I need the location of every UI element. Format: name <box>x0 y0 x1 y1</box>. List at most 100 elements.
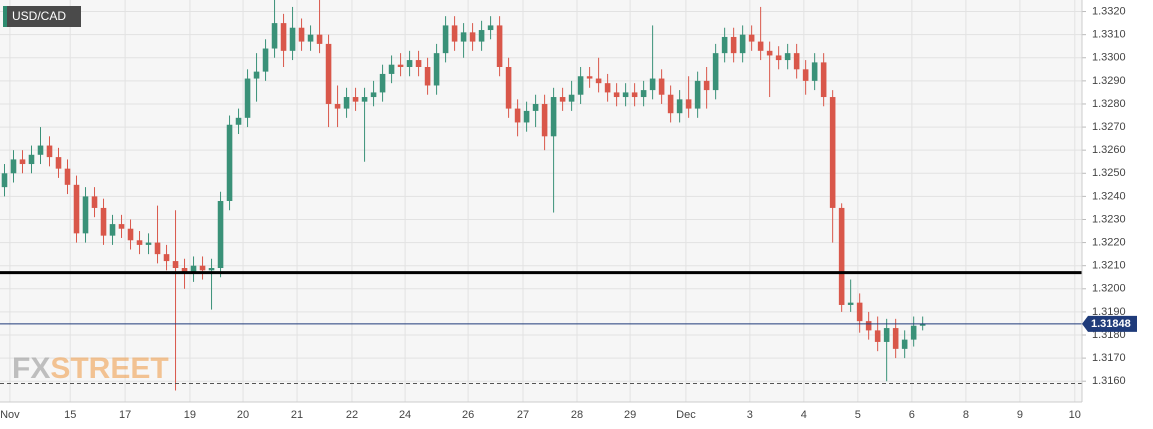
x-tick-label: 28 <box>571 409 583 421</box>
y-tick-label: 1.3210 <box>1092 260 1126 272</box>
y-tick-label: 1.3230 <box>1092 213 1126 225</box>
candle-body <box>181 268 188 273</box>
candle-body <box>325 43 332 104</box>
x-tick-label: Dec <box>676 409 696 421</box>
candle-body <box>343 97 350 109</box>
candle-body <box>442 25 449 54</box>
candle-body <box>847 302 854 305</box>
candle-body <box>784 53 791 61</box>
candle-body <box>118 224 125 229</box>
candle-body <box>460 32 467 42</box>
candle-body <box>379 73 386 93</box>
candle-body <box>352 97 359 102</box>
candle-body <box>64 168 71 185</box>
y-tick-label: 1.3240 <box>1092 190 1126 202</box>
candle-body <box>1 173 8 188</box>
candle-body <box>334 103 341 109</box>
candle-body <box>694 80 701 109</box>
candle-body <box>73 184 80 234</box>
candle-body <box>514 108 521 123</box>
candle-body <box>667 94 674 114</box>
title-accent <box>3 6 7 27</box>
candle-body <box>631 92 638 98</box>
candle-body <box>595 78 602 84</box>
x-tick-label: Nov <box>0 409 20 421</box>
candle-body <box>622 92 629 98</box>
candle-body <box>730 36 737 54</box>
watermark-fx: FX <box>12 352 50 385</box>
x-tick-label: 24 <box>399 409 411 421</box>
y-tick-label: 1.3320 <box>1092 5 1126 17</box>
candle-body <box>253 71 260 79</box>
candle-body <box>820 62 827 98</box>
candle-body <box>271 23 278 49</box>
candle-body <box>865 321 872 331</box>
candle-body <box>577 76 584 95</box>
candle-body <box>154 242 161 255</box>
candle-body <box>82 196 89 234</box>
candle-body <box>658 78 665 95</box>
candle-body <box>100 207 107 236</box>
y-tick-label: 1.3280 <box>1092 98 1126 110</box>
candle-body <box>802 69 809 81</box>
candle-body <box>766 50 773 56</box>
x-tick-label: 20 <box>237 409 249 421</box>
candle-body <box>883 328 890 342</box>
candle-body <box>37 145 44 155</box>
candle-body <box>649 78 656 91</box>
candle-body <box>235 117 242 125</box>
candle-body <box>721 36 728 54</box>
plot-background <box>0 0 1082 402</box>
x-tick-label: 19 <box>184 409 196 421</box>
candle-body <box>811 62 818 81</box>
candle-body <box>613 92 620 98</box>
candle-body <box>172 261 179 268</box>
candle-body <box>856 302 863 322</box>
candle-body <box>685 99 692 109</box>
y-tick-label: 1.3160 <box>1092 375 1126 387</box>
candle-body <box>10 159 17 174</box>
candle-body <box>478 30 485 42</box>
x-tick-label: 29 <box>624 409 636 421</box>
candle-body <box>919 323 926 326</box>
candle-body <box>199 265 206 271</box>
candle-body <box>451 25 458 42</box>
candle-body <box>433 53 440 86</box>
candle-body <box>55 157 62 169</box>
candle-body <box>289 27 296 51</box>
title-box <box>3 6 81 27</box>
y-tick-label: 1.3310 <box>1092 29 1126 41</box>
x-tick-label: 6 <box>909 409 915 421</box>
candle-body <box>586 76 593 79</box>
candle-body <box>370 92 377 98</box>
x-tick-label: 21 <box>291 409 303 421</box>
candle-body <box>874 330 881 342</box>
candle-body <box>109 224 116 236</box>
y-tick-label: 1.3190 <box>1092 306 1126 318</box>
candle-body <box>523 110 530 123</box>
x-tick-label: 5 <box>855 409 861 421</box>
candle-body <box>91 196 98 208</box>
candle-body <box>505 67 512 109</box>
candle-body <box>244 78 251 118</box>
candle-body <box>316 34 323 44</box>
candle-body <box>163 254 170 262</box>
candle-body <box>46 145 53 158</box>
candle-body <box>28 154 35 165</box>
candle-body <box>127 228 134 241</box>
candle-body <box>604 83 611 93</box>
y-tick-label: 1.3200 <box>1092 283 1126 295</box>
candle-body <box>757 41 764 51</box>
candle-body <box>775 55 782 61</box>
x-tick-label: 15 <box>64 409 76 421</box>
price-tag-label: 1.31848 <box>1091 318 1131 330</box>
y-tick-label: 1.3270 <box>1092 121 1126 133</box>
candle-body <box>901 339 908 349</box>
candle-body <box>136 240 143 245</box>
candle-body <box>532 103 539 111</box>
candle-body <box>145 242 152 245</box>
y-tick-label: 1.3260 <box>1092 144 1126 156</box>
candle-body <box>262 48 269 72</box>
candle-body <box>640 90 647 98</box>
